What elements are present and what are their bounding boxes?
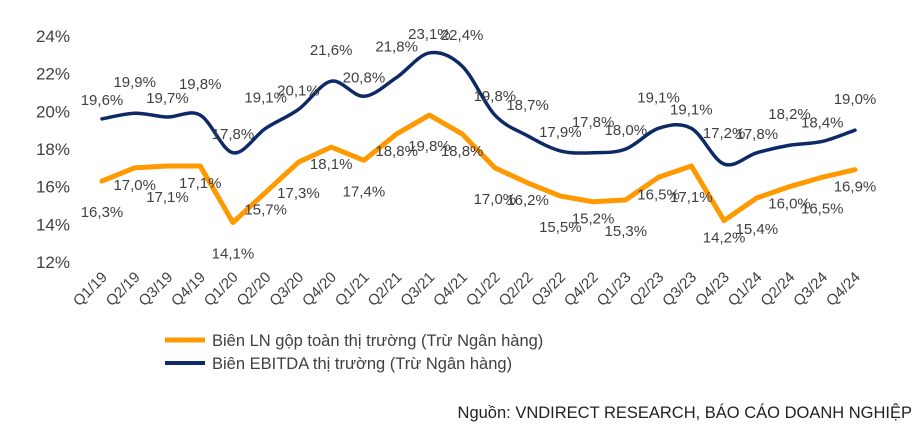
ebitda-margin-label: 17,8% xyxy=(212,126,255,143)
gross-margin-label: 15,7% xyxy=(244,201,287,218)
x-tick-label: Q1/20 xyxy=(201,269,242,310)
ebitda-margin-label: 22,4% xyxy=(441,27,484,44)
y-tick-label: 12% xyxy=(36,253,70,272)
ebitda-margin-label: 18,7% xyxy=(506,97,549,114)
gross-margin-label: 17,0% xyxy=(113,177,156,194)
x-tick-label: Q1/21 xyxy=(332,269,373,310)
gross-margin-label: 17,1% xyxy=(179,175,222,192)
y-tick-label: 18% xyxy=(36,140,70,159)
x-axis: Q1/19Q2/19Q3/19Q4/19Q1/20Q2/20Q3/20Q4/20… xyxy=(70,269,864,310)
gross-margin-label: 16,3% xyxy=(81,204,124,221)
legend: Biên LN gộp toàn thị trường (Trừ Ngân hà… xyxy=(165,332,543,373)
gross-margin-label: 17,4% xyxy=(343,183,386,200)
gross-margin-label: 18,8% xyxy=(375,143,418,160)
ebitda-margin-label: 20,8% xyxy=(343,69,386,86)
x-tick-label: Q3/19 xyxy=(135,269,176,310)
gross-margin-label: 16,2% xyxy=(506,192,549,209)
x-tick-label: Q1/19 xyxy=(70,269,111,310)
x-tick-label: Q4/21 xyxy=(430,269,471,310)
gross-margin-label: 19,8% xyxy=(408,138,451,155)
gross-margin-label: 14,1% xyxy=(212,245,255,262)
data-labels: 16,3%17,0%17,1%17,1%14,1%15,7%17,3%18,1%… xyxy=(81,26,877,263)
gross-margin-label: 16,9% xyxy=(834,179,877,196)
ebitda-margin-label: 18,2% xyxy=(768,106,811,123)
x-tick-label: Q4/24 xyxy=(823,269,864,310)
x-tick-label: Q3/24 xyxy=(790,269,831,310)
gross-margin-label: 17,1% xyxy=(670,189,713,206)
ebitda-margin-label: 19,9% xyxy=(113,74,156,91)
x-tick-label: Q2/20 xyxy=(234,269,275,310)
gross-margin-line xyxy=(99,112,858,225)
gross-margin-label: 15,3% xyxy=(605,223,648,240)
ebitda-margin-label: 18,0% xyxy=(605,122,648,139)
source-note: Nguồn: VNDIRECT RESEARCH, BÁO CÁO DOANH … xyxy=(458,403,912,422)
y-tick-label: 22% xyxy=(36,65,70,84)
y-tick-label: 24% xyxy=(36,27,70,46)
x-tick-label: Q1/22 xyxy=(463,269,504,310)
ebitda-margin-label: 21,6% xyxy=(310,42,353,59)
ebitda-margin-label: 21,8% xyxy=(375,38,418,55)
gross-margin-label: 16,0% xyxy=(768,196,811,213)
ebitda-margin-label: 19,1% xyxy=(244,89,287,106)
x-tick-label: Q3/21 xyxy=(397,269,438,310)
gross-margin-label: 16,5% xyxy=(637,186,680,203)
ebitda-margin-label: 20,1% xyxy=(277,82,320,99)
ebitda-margin-label: 17,9% xyxy=(539,124,582,141)
x-tick-label: Q3/22 xyxy=(528,269,569,310)
x-tick-label: Q1/24 xyxy=(725,269,766,310)
ebitda-margin-label: 19,0% xyxy=(834,91,877,108)
x-tick-label: Q4/22 xyxy=(561,269,602,310)
ebitda-margin-label: 19,1% xyxy=(637,89,680,106)
gross-margin-label: 15,5% xyxy=(539,219,582,236)
x-tick-label: Q2/24 xyxy=(757,269,798,310)
ebitda-margin-label: 19,7% xyxy=(146,90,189,107)
legend-label-gross-margin: Biên LN gộp toàn thị trường (Trừ Ngân hà… xyxy=(212,332,543,350)
ebitda-margin-label: 19,8% xyxy=(179,76,222,93)
ebitda-margin-label: 18,4% xyxy=(801,114,844,131)
x-tick-label: Q2/21 xyxy=(365,269,406,310)
ebitda-margin-line xyxy=(100,50,857,167)
gross-margin-label: 15,2% xyxy=(572,211,615,228)
gross-margin-label: 17,0% xyxy=(474,191,517,208)
ebitda-margin-label: 19,1% xyxy=(670,101,713,118)
x-tick-label: Q1/23 xyxy=(594,269,635,310)
y-tick-label: 16% xyxy=(36,178,70,197)
ebitda-margin-label: 19,8% xyxy=(474,88,517,105)
x-tick-label: Q2/19 xyxy=(103,269,144,310)
gross-margin-label: 18,1% xyxy=(310,156,353,173)
x-tick-label: Q4/19 xyxy=(168,269,209,310)
y-tick-label: 14% xyxy=(36,215,70,234)
ebitda-margin-label: 17,8% xyxy=(736,126,779,143)
ebitda-margin-label: 23,1% xyxy=(408,26,451,43)
x-tick-label: Q2/23 xyxy=(626,269,667,310)
gross-margin-label: 18,8% xyxy=(441,143,484,160)
x-tick-label: Q3/23 xyxy=(659,269,700,310)
gross-margin-label: 17,3% xyxy=(277,185,320,202)
x-tick-label: Q2/22 xyxy=(496,269,537,310)
gross-margin-label: 17,1% xyxy=(146,189,189,206)
gross-margin-label: 15,4% xyxy=(736,221,779,238)
ebitda-margin-label: 19,6% xyxy=(81,92,124,109)
series-lines xyxy=(99,50,858,225)
y-tick-label: 20% xyxy=(36,102,70,121)
ebitda-margin-label: 17,8% xyxy=(572,114,615,131)
x-tick-label: Q3/20 xyxy=(266,269,307,310)
gross-margin-label: 16,5% xyxy=(801,200,844,217)
legend-label-ebitda-margin: Biên EBITDA thị trường (Trừ Ngân hàng) xyxy=(212,355,512,373)
y-axis: 12% 14% 16% 18% 20% 22% 24% xyxy=(36,27,70,272)
x-tick-label: Q4/23 xyxy=(692,269,733,310)
gross-margin-label: 14,2% xyxy=(703,230,746,247)
x-tick-label: Q4/20 xyxy=(299,269,340,310)
ebitda-margin-label: 17,2% xyxy=(703,125,746,142)
